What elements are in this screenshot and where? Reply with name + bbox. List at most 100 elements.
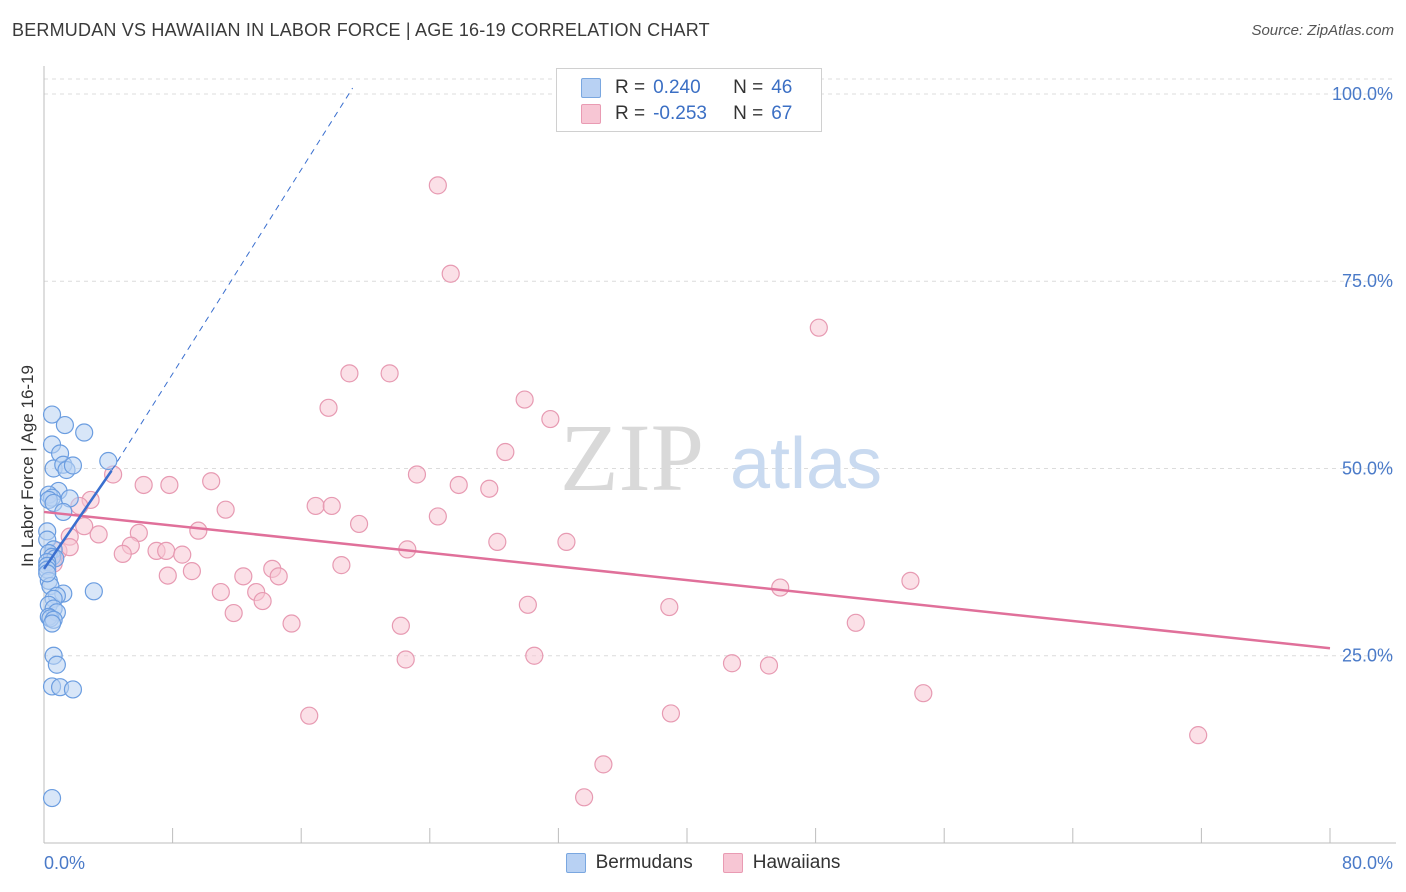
- hawaiian-point-44: [234, 567, 253, 586]
- stats-legend: R = 0.240 N = 46 R = -0.253 N = 67: [556, 68, 822, 132]
- bermudans-trend-line: [42, 470, 113, 570]
- chart-title: BERMUDAN VS HAWAIIAN IN LABOR FORCE | AG…: [12, 20, 710, 40]
- watermark-atlas: atlas: [730, 424, 882, 504]
- hawaiian-point-14: [449, 475, 468, 495]
- legend-row-hawaiians: R = -0.253 N = 67: [581, 101, 792, 127]
- watermark: ZIP atlas: [560, 404, 882, 511]
- y-tick-label-2: 75.0%: [1342, 271, 1393, 291]
- hawaiian-point-48: [211, 582, 230, 602]
- hawaiian-point-65: [594, 755, 613, 774]
- legend-n-value-bermudans: 46: [771, 77, 793, 98]
- hawaiian-point-29: [557, 532, 576, 551]
- bermudan-point-43: [63, 680, 83, 699]
- hawaiian-point-28: [488, 532, 507, 551]
- y-tick-label-1: 50.0%: [1342, 458, 1393, 478]
- y-tick-label-0: 25.0%: [1342, 646, 1393, 666]
- source-label: Source: ZipAtlas.com: [1251, 22, 1394, 39]
- hawaiian-point-54: [282, 614, 301, 633]
- hawaiian-point-22: [349, 514, 369, 534]
- legend-r-value-hawaiians: -0.253: [653, 103, 707, 124]
- hawaiian-point-58: [396, 650, 415, 669]
- legend-label-bermudans: Bermudans: [595, 852, 693, 873]
- hawaiian-point-25: [189, 521, 208, 540]
- legend-row-bermudans: R = 0.240 N = 46: [581, 75, 792, 101]
- hawaiian-point-61: [914, 684, 933, 703]
- hawaiian-point-8: [496, 442, 515, 462]
- legend-n-label: N =: [733, 77, 764, 98]
- bermudan-point-45: [38, 564, 57, 583]
- hawaiian-point-60: [759, 656, 779, 675]
- hawaiian-point-56: [846, 613, 865, 632]
- legend-swatch-hawaiians: [722, 853, 743, 873]
- legend-item-bermudans: Bermudans: [565, 852, 693, 874]
- tick-labels: 25.0% 50.0% 75.0% 100.0% 0.0% 80.0%: [44, 84, 1393, 873]
- bermudan-point-0: [42, 405, 62, 424]
- hawaiian-point-45: [269, 567, 288, 586]
- series-bermudans: [38, 405, 118, 808]
- hawaiian-point-47: [901, 571, 920, 590]
- legend-swatch-bermudans: [565, 853, 586, 873]
- hawaiian-point-10: [407, 465, 427, 484]
- hawaiian-point-40: [332, 556, 351, 575]
- series-legend: Bermudans Hawaiians: [0, 852, 1406, 874]
- hawaiian-point-5: [515, 390, 534, 409]
- y-axis-label: In Labor Force | Age 16-19: [18, 365, 37, 567]
- hawaiians-trend-line: [43, 510, 1331, 650]
- hawaiian-point-19: [322, 496, 341, 516]
- hawaiian-point-35: [157, 541, 176, 560]
- hawaiian-point-57: [525, 646, 544, 665]
- trend-lines: [42, 87, 1331, 650]
- hawaiian-point-1: [441, 264, 460, 283]
- hawaiian-point-42: [158, 566, 177, 585]
- hawaiian-point-4: [380, 364, 399, 383]
- hawaiian-point-55: [391, 616, 410, 635]
- legend-swatch-bermudans: [581, 78, 601, 98]
- bermudan-point-9: [63, 456, 83, 475]
- axes: [43, 66, 1396, 844]
- hawaiian-point-63: [661, 704, 681, 723]
- bermudan-point-40: [47, 655, 66, 674]
- bermudan-point-28: [84, 582, 103, 601]
- hawaiian-point-52: [660, 597, 679, 617]
- legend-r-value-bermudans: 0.240: [653, 77, 701, 98]
- hawaiian-point-15: [480, 479, 499, 498]
- hawaiian-point-43: [182, 562, 201, 581]
- watermark-zip: ZIP: [560, 404, 704, 511]
- hawaiian-point-0: [428, 176, 447, 195]
- legend-swatch-hawaiians: [581, 104, 601, 124]
- hawaiian-point-66: [575, 788, 594, 807]
- hawaiian-point-13: [160, 475, 179, 495]
- hawaiian-point-2: [809, 318, 828, 337]
- hawaiian-point-21: [428, 507, 447, 526]
- hawaiian-point-46: [771, 578, 790, 597]
- hawaiian-point-11: [202, 472, 221, 491]
- hawaiian-point-50: [253, 591, 272, 611]
- hawaiian-point-23: [75, 517, 94, 536]
- y-tick-label-3: 100.0%: [1332, 84, 1393, 104]
- hawaiian-point-3: [340, 364, 359, 383]
- hawaiian-point-62: [300, 706, 319, 725]
- bermudan-point-1: [55, 415, 74, 435]
- hawaiian-point-36: [173, 545, 192, 564]
- legend-n-label: N =: [733, 103, 764, 124]
- bermudan-point-5: [99, 451, 118, 471]
- hawaiian-point-53: [224, 603, 243, 623]
- legend-r-label: R =: [615, 77, 646, 98]
- bermudan-point-2: [75, 423, 94, 442]
- hawaiian-point-20: [216, 500, 235, 519]
- legend-item-hawaiians: Hawaiians: [722, 852, 841, 874]
- hawaiian-point-7: [541, 409, 560, 429]
- legend-r-label: R =: [615, 103, 646, 124]
- legend-label-hawaiians: Hawaiians: [752, 852, 841, 873]
- bermudans-trend-extension: [111, 87, 354, 472]
- hawaiian-point-64: [1189, 726, 1208, 745]
- hawaiian-point-59: [722, 654, 742, 673]
- bermudan-point-16: [54, 502, 73, 522]
- legend-n-value-hawaiians: 67: [771, 103, 793, 124]
- hawaiian-point-6: [319, 398, 338, 417]
- x-tick-label-min: 0.0%: [44, 853, 85, 873]
- bermudan-point-38: [42, 614, 62, 633]
- hawaiian-point-12: [134, 475, 153, 495]
- hawaiian-point-51: [518, 595, 537, 614]
